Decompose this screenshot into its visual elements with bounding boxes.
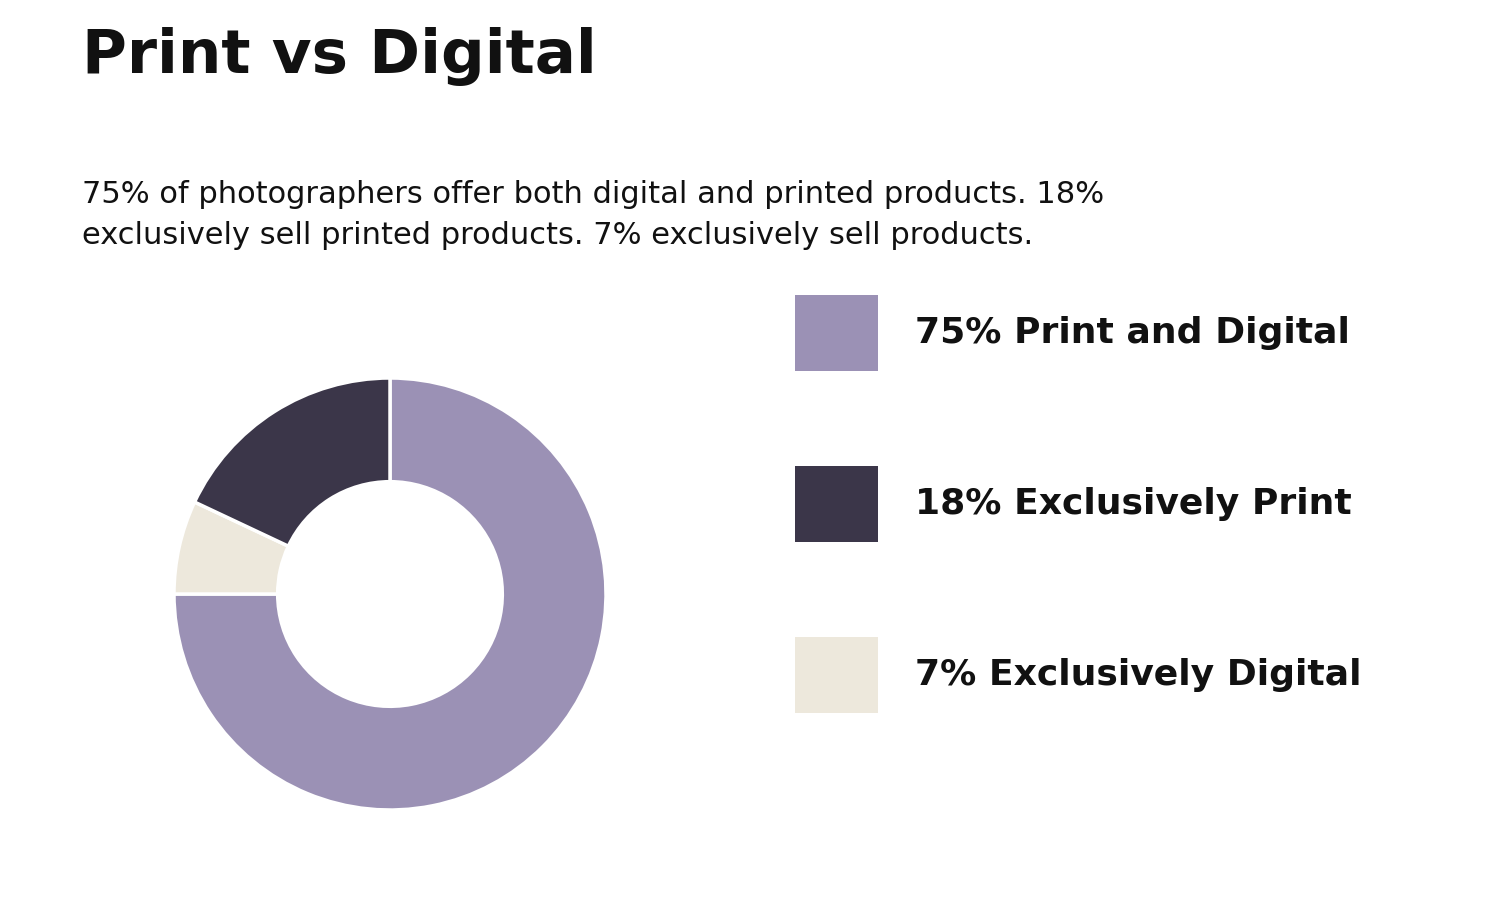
Text: Print vs Digital: Print vs Digital (82, 27, 597, 86)
Text: 75% Print and Digital: 75% Print and Digital (915, 316, 1350, 350)
Text: 18% Exclusively Print: 18% Exclusively Print (915, 487, 1352, 521)
Wedge shape (195, 378, 390, 546)
Circle shape (278, 482, 502, 706)
Text: 75% of photographers offer both digital and printed products. 18%
exclusively se: 75% of photographers offer both digital … (82, 180, 1104, 249)
Text: 7% Exclusively Digital: 7% Exclusively Digital (915, 658, 1362, 692)
Wedge shape (174, 502, 288, 594)
Wedge shape (174, 378, 606, 810)
